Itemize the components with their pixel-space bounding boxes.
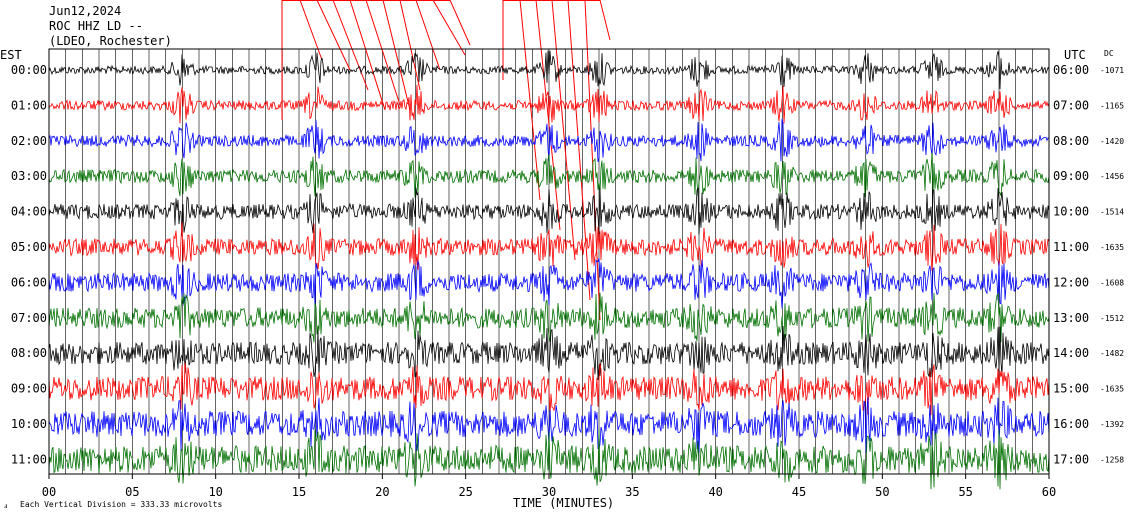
event-marker xyxy=(382,0,411,111)
event-marker xyxy=(519,0,541,201)
est-label: 05:00 xyxy=(11,240,47,254)
utc-label: 16:00 xyxy=(1053,417,1089,431)
est-label: 07:00 xyxy=(11,311,47,325)
trace-1100 xyxy=(48,429,1050,490)
trace-0900 xyxy=(48,362,1050,416)
utc-label: 07:00 xyxy=(1053,98,1089,112)
dc-value: -1608 xyxy=(1100,278,1124,287)
event-marker xyxy=(399,0,421,91)
event-marker xyxy=(432,0,466,56)
date-label: Jun12,2024 xyxy=(49,4,122,18)
x-tick-label: 55 xyxy=(958,485,972,499)
x-tick-label: 00 xyxy=(42,485,56,499)
corner-mark: ⅎ xyxy=(4,501,8,510)
utc-label: 13:00 xyxy=(1053,311,1089,325)
trace-0500 xyxy=(48,222,1050,271)
trace-0100 xyxy=(48,84,1050,124)
event-marker xyxy=(316,0,351,71)
x-tick-label: 35 xyxy=(625,485,639,499)
dc-value: -1635 xyxy=(1100,243,1124,252)
est-label: 08:00 xyxy=(11,346,47,360)
x-tick-label: 10 xyxy=(208,485,222,499)
utc-label: 08:00 xyxy=(1053,134,1089,148)
dc-value: -1420 xyxy=(1100,137,1124,146)
dc-header-label: DC xyxy=(1104,49,1114,58)
est-label: 11:00 xyxy=(11,452,47,466)
x-tick-label: 30 xyxy=(542,485,556,499)
trace-0300 xyxy=(48,152,1050,198)
utc-label: 11:00 xyxy=(1053,240,1089,254)
dc-value: -1456 xyxy=(1100,172,1124,181)
trace-0700 xyxy=(48,292,1050,343)
est-label: 00:00 xyxy=(11,63,47,77)
event-marker xyxy=(567,0,591,301)
left-timezone-label: EST xyxy=(0,48,22,62)
event-marker xyxy=(599,0,611,41)
event-marker xyxy=(584,0,601,321)
event-marker xyxy=(349,0,386,111)
utc-label: 17:00 xyxy=(1053,452,1089,466)
event-marker xyxy=(365,0,401,106)
station-label: ROC HHZ LD -- xyxy=(49,19,143,33)
x-tick-label: 05 xyxy=(125,485,139,499)
dc-value: -1482 xyxy=(1100,349,1124,358)
est-label: 03:00 xyxy=(11,169,47,183)
utc-label: 12:00 xyxy=(1053,275,1089,289)
dc-value: -1392 xyxy=(1100,420,1124,429)
network-label: (LDEO, Rochester) xyxy=(49,34,172,48)
dc-value: -1258 xyxy=(1100,455,1124,464)
est-label: 02:00 xyxy=(11,134,47,148)
seismic-traces xyxy=(48,50,1050,490)
event-marker xyxy=(299,0,323,61)
event-marker xyxy=(449,0,471,46)
x-axis-title: TIME (MINUTES) xyxy=(513,496,615,510)
trace-0600 xyxy=(48,258,1050,309)
event-marker-lines xyxy=(281,0,611,321)
event-marker xyxy=(535,0,561,231)
utc-label: 09:00 xyxy=(1053,169,1089,183)
est-label: 06:00 xyxy=(11,275,47,289)
row-labels: 00:00 06:00 -1071 01:00 07:00 -1165 02:00 08:00… xyxy=(11,63,1124,466)
est-label: 10:00 xyxy=(11,417,47,431)
dc-value: -1635 xyxy=(1100,385,1124,394)
x-tick-label: 25 xyxy=(458,485,472,499)
event-marker xyxy=(415,0,441,71)
x-tick-label: 60 xyxy=(1042,485,1056,499)
dc-value: -1071 xyxy=(1100,66,1124,75)
x-axis-ticks: 00 05 10 15 20 25 30 35 40 45 50 55 60 xyxy=(42,474,1056,499)
utc-label: 06:00 xyxy=(1053,63,1089,77)
est-label: 01:00 xyxy=(11,98,47,112)
right-timezone-label: UTC xyxy=(1064,48,1086,62)
dc-value: -1514 xyxy=(1100,208,1124,217)
utc-label: 15:00 xyxy=(1053,382,1089,396)
x-tick-label: 15 xyxy=(292,485,306,499)
x-tick-label: 50 xyxy=(875,485,889,499)
dc-value: -1165 xyxy=(1100,101,1124,110)
trace-0400 xyxy=(48,187,1050,237)
scale-note: Each Vertical Division = 333.33 microvol… xyxy=(20,500,223,509)
event-marker xyxy=(551,0,576,261)
trace-0800 xyxy=(48,325,1050,381)
x-tick-label: 45 xyxy=(792,485,806,499)
est-label: 09:00 xyxy=(11,382,47,396)
event-marker xyxy=(332,0,369,91)
est-label: 04:00 xyxy=(11,205,47,219)
utc-label: 10:00 xyxy=(1053,205,1089,219)
utc-label: 14:00 xyxy=(1053,346,1089,360)
dc-value: -1512 xyxy=(1100,314,1124,323)
trace-0000 xyxy=(48,50,1050,90)
x-tick-label: 20 xyxy=(375,485,389,499)
x-tick-label: 40 xyxy=(708,485,722,499)
